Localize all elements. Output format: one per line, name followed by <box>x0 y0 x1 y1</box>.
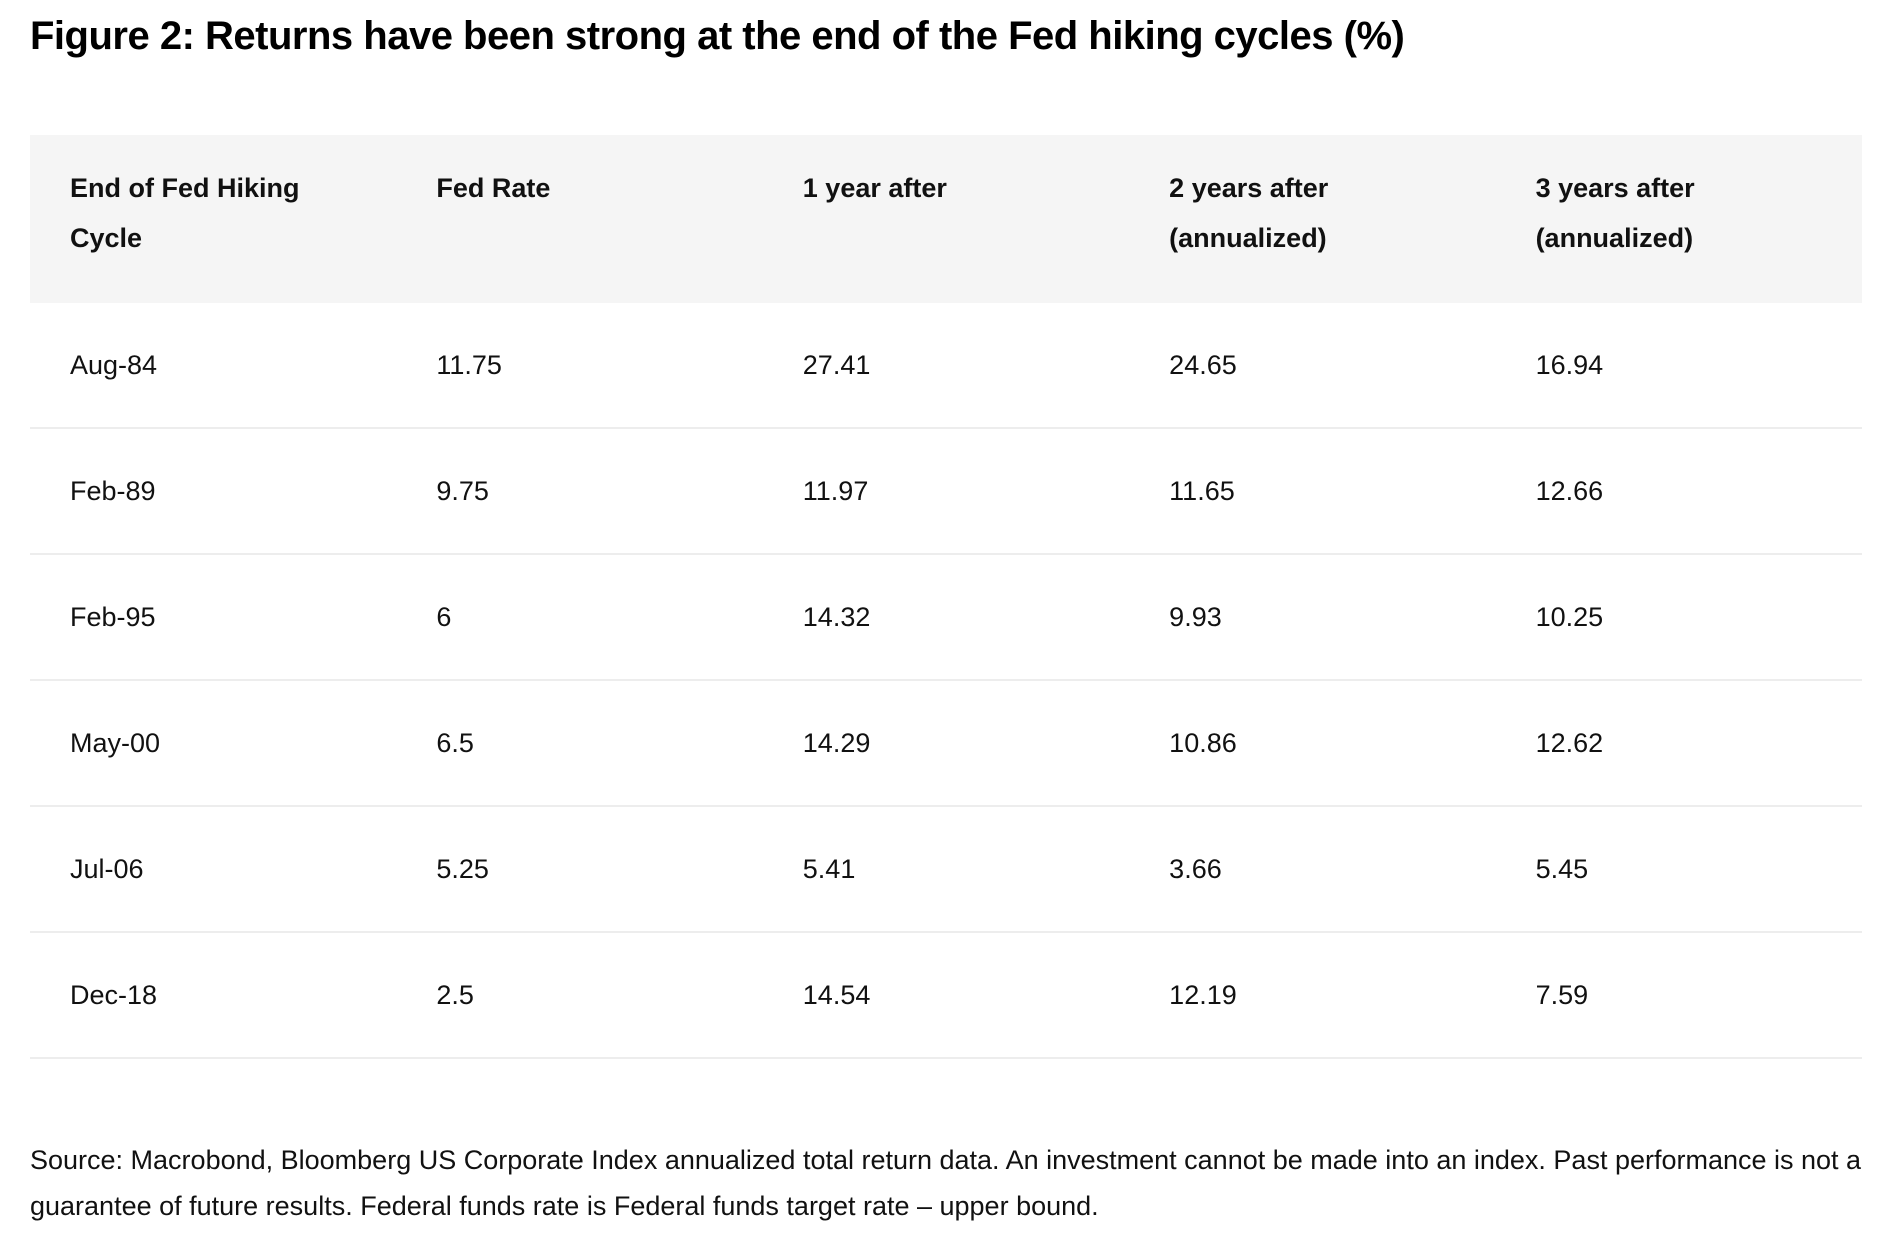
column-header-line: (annualized) <box>1169 223 1327 253</box>
cell-cycle-end: Feb-89 <box>70 475 156 506</box>
column-header-line: End of Fed Hiking <box>70 173 300 203</box>
cell-fed-rate: 5.25 <box>436 853 489 884</box>
column-header-end-of-cycle: End of Fed Hiking Cycle <box>30 135 396 303</box>
column-header-1-year-after: 1 year after <box>763 135 1129 303</box>
column-header-line: Cycle <box>70 223 143 253</box>
cell-2yr: 11.65 <box>1169 475 1235 506</box>
column-header-fed-rate: Fed Rate <box>396 135 762 303</box>
cell-2yr: 3.66 <box>1169 853 1222 884</box>
figure-title: Figure 2: Returns have been strong at th… <box>30 14 1405 58</box>
cell-3yr: 5.45 <box>1535 853 1589 884</box>
returns-table: End of Fed Hiking Cycle Fed Rate 1 year … <box>30 135 1862 1059</box>
cell-cycle-end: Feb-95 <box>70 601 156 632</box>
cell-cycle-end: Jul-06 <box>70 853 144 884</box>
cell-3yr: 16.94 <box>1535 349 1604 380</box>
column-header-line: 3 years after <box>1535 173 1695 203</box>
cell-3yr: 7.59 <box>1535 979 1589 1010</box>
cell-1yr: 27.41 <box>802 349 871 380</box>
cell-fed-rate: 9.75 <box>436 475 489 506</box>
column-header-line: (annualized) <box>1535 223 1694 253</box>
table-row: Feb-95 6 14.32 9.93 10.25 <box>30 555 1862 681</box>
table-row: Jul-06 5.25 5.41 3.66 5.45 <box>30 807 1862 933</box>
cell-fed-rate: 2.5 <box>436 979 474 1010</box>
cell-1yr: 14.32 <box>802 601 871 632</box>
cell-cycle-end: Dec-18 <box>70 979 158 1010</box>
table-header-row: End of Fed Hiking Cycle Fed Rate 1 year … <box>30 135 1862 303</box>
table-row: Dec-18 2.5 14.54 12.19 7.59 <box>30 933 1862 1059</box>
cell-1yr: 14.29 <box>802 727 871 758</box>
figure-container: Figure 2: Returns have been strong at th… <box>30 14 1862 1221</box>
cell-cycle-end: May-00 <box>70 727 161 758</box>
cell-fed-rate: 11.75 <box>436 349 502 380</box>
column-header-2-years-after: 2 years after (annualized) <box>1129 135 1495 303</box>
cell-1yr: 14.54 <box>802 979 871 1010</box>
column-header-line: Fed Rate <box>436 173 551 203</box>
cell-3yr: 12.62 <box>1535 727 1604 758</box>
cell-2yr: 10.86 <box>1169 727 1237 758</box>
column-header-line: 1 year after <box>802 173 947 203</box>
cell-2yr: 24.65 <box>1169 349 1237 380</box>
cell-3yr: 12.66 <box>1535 475 1604 506</box>
cell-2yr: 9.93 <box>1169 601 1222 632</box>
column-header-3-years-after: 3 years after (annualized) <box>1496 135 1862 303</box>
cell-fed-rate: 6 <box>436 601 452 632</box>
table-row: Aug-84 11.75 27.41 24.65 16.94 <box>30 303 1862 429</box>
cell-cycle-end: Aug-84 <box>70 349 158 380</box>
source-note: Source: Macrobond, Bloomberg US Corporat… <box>30 1145 1862 1221</box>
cell-fed-rate: 6.5 <box>436 727 474 758</box>
cell-2yr: 12.19 <box>1169 979 1237 1010</box>
cell-1yr: 5.41 <box>802 853 856 884</box>
table-row: Feb-89 9.75 11.97 11.65 12.66 <box>30 429 1862 555</box>
cell-1yr: 11.97 <box>802 475 869 506</box>
table-row: May-00 6.5 14.29 10.86 12.62 <box>30 681 1862 807</box>
column-header-line: 2 years after <box>1169 173 1329 203</box>
cell-3yr: 10.25 <box>1535 601 1604 632</box>
